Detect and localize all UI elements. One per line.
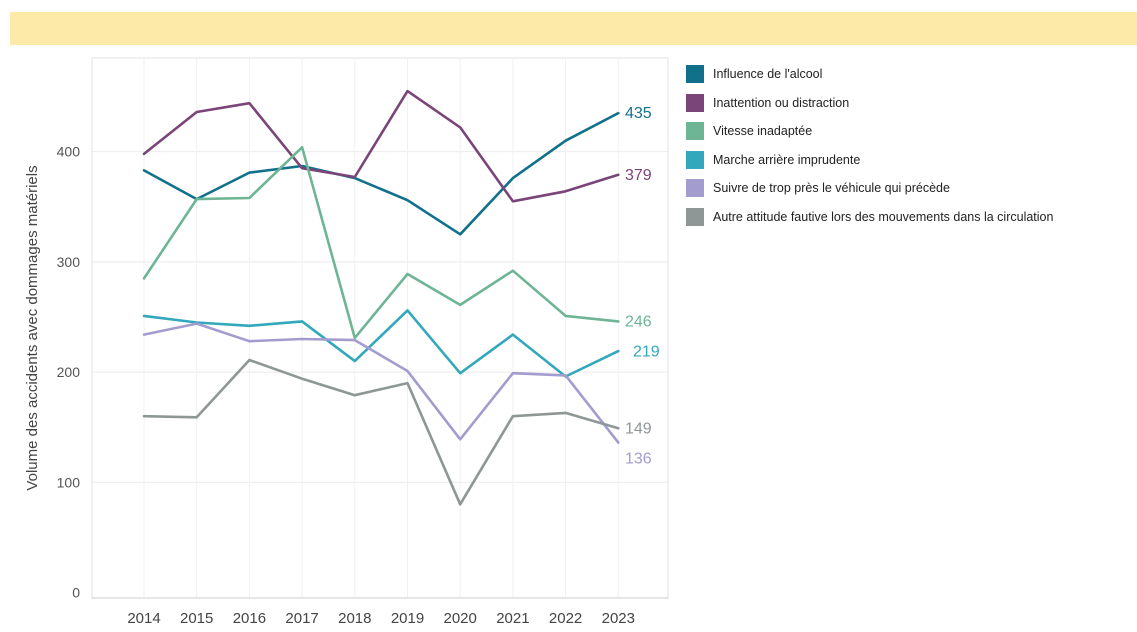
chart-series bbox=[142, 89, 620, 506]
legend-swatch-icon bbox=[686, 150, 704, 169]
legend-label: Inattention ou distraction bbox=[713, 95, 850, 110]
series-line-3[interactable] bbox=[142, 309, 620, 378]
series-line-2[interactable] bbox=[142, 146, 620, 340]
y-tick-label: 100 bbox=[57, 474, 81, 490]
x-tick-label: 2021 bbox=[496, 610, 529, 627]
x-tick-label: 2017 bbox=[285, 610, 318, 627]
end-value-label: 136 bbox=[625, 450, 652, 467]
end-value-labels: 435 379 246 219 149 136 bbox=[625, 105, 660, 467]
x-tick-label: 2023 bbox=[602, 610, 635, 627]
y-tick-labels: 0 100 200 300 400 bbox=[57, 144, 81, 601]
series-line-4[interactable] bbox=[142, 322, 620, 444]
end-value-label: 379 bbox=[625, 167, 652, 184]
end-value-label: 435 bbox=[625, 105, 652, 122]
legend-item-inattention[interactable]: Inattention ou distraction bbox=[686, 89, 1137, 118]
y-tick-label: 400 bbox=[57, 144, 81, 160]
y-tick-label: 200 bbox=[57, 364, 81, 380]
x-tick-label: 2016 bbox=[233, 610, 266, 627]
end-value-label: 149 bbox=[625, 420, 652, 437]
y-axis-title: Volume des accidents avec dommages matér… bbox=[24, 165, 41, 490]
x-tick-label: 2018 bbox=[338, 610, 371, 627]
x-tick-label: 2020 bbox=[444, 610, 477, 627]
legend-label: Marche arrière imprudente bbox=[713, 152, 861, 167]
end-value-label: 246 bbox=[625, 313, 652, 330]
legend-swatch-icon bbox=[686, 179, 704, 198]
header-banner bbox=[10, 12, 1137, 45]
series-line-0[interactable] bbox=[142, 111, 620, 236]
legend-item-alcool[interactable]: Influence de l'alcool bbox=[686, 60, 1137, 89]
legend-item-marche-arriere[interactable]: Marche arrière imprudente bbox=[686, 146, 1137, 175]
legend-item-autre-attitude[interactable]: Autre attitude fautive lors des mouvemen… bbox=[686, 203, 1137, 232]
x-tick-label: 2022 bbox=[549, 610, 582, 627]
end-value-label: 219 bbox=[633, 343, 660, 360]
legend-swatch-icon bbox=[686, 93, 704, 112]
legend-label: Influence de l'alcool bbox=[713, 67, 823, 82]
y-tick-label: 300 bbox=[57, 254, 81, 270]
legend-swatch-icon bbox=[686, 65, 704, 84]
legend-swatch-icon bbox=[686, 207, 704, 226]
legend-label: Autre attitude fautive lors des mouvemen… bbox=[713, 209, 1054, 224]
legend-label: Suivre de trop près le véhicule qui préc… bbox=[713, 181, 950, 196]
x-tick-label: 2019 bbox=[391, 610, 424, 627]
legend-item-vitesse[interactable]: Vitesse inadaptée bbox=[686, 117, 1137, 146]
chart-legend: Influence de l'alcool Inattention ou dis… bbox=[686, 60, 1137, 231]
y-tick-label: 0 bbox=[72, 584, 80, 600]
series-line-5[interactable] bbox=[142, 358, 620, 506]
x-tick-labels: 2014 2015 2016 2017 2018 2019 2020 2021 2022 2023 bbox=[127, 610, 635, 627]
series-line-1[interactable] bbox=[142, 89, 620, 203]
x-tick-label: 2015 bbox=[180, 610, 213, 627]
x-tick-label: 2014 bbox=[127, 610, 160, 627]
legend-item-suivre-de-pres[interactable]: Suivre de trop près le véhicule qui préc… bbox=[686, 174, 1137, 203]
legend-label: Vitesse inadaptée bbox=[713, 124, 813, 139]
legend-swatch-icon bbox=[686, 122, 704, 141]
